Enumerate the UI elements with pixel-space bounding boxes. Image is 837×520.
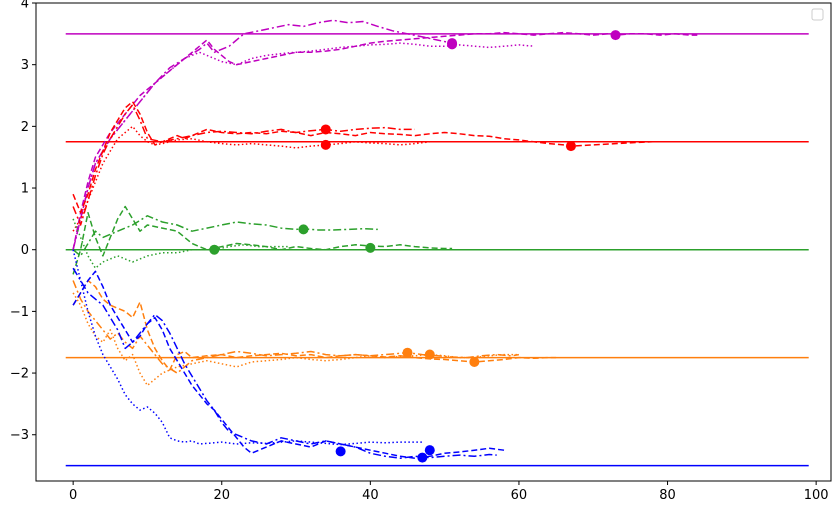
x-tick-label: 20 xyxy=(213,488,230,503)
y-tick-label: −1 xyxy=(10,305,29,320)
series-line-13 xyxy=(72,267,497,459)
series-line-1 xyxy=(72,31,698,250)
series-marker-2 xyxy=(447,39,458,50)
series-marker-12 xyxy=(424,445,435,456)
x-tick-label: 0 xyxy=(69,488,77,503)
series-marker-14 xyxy=(335,446,346,457)
series-marker-9 xyxy=(469,356,480,367)
series-marker-5 xyxy=(320,139,331,150)
y-tick-label: 3 xyxy=(21,58,29,73)
x-tick-label: 60 xyxy=(511,488,528,503)
series-marker-7 xyxy=(298,224,309,235)
series-line-4 xyxy=(72,104,415,226)
x-tick-label: 80 xyxy=(659,488,676,503)
series-line-0 xyxy=(72,19,453,250)
series-line-5 xyxy=(72,125,445,232)
series-marker-10 xyxy=(402,347,413,358)
series-marker-4 xyxy=(320,124,331,135)
y-tick-label: 0 xyxy=(21,243,29,258)
plot-frame xyxy=(35,2,832,482)
series-markers xyxy=(209,30,621,463)
series-line-12 xyxy=(72,270,505,459)
series-marker-1 xyxy=(610,30,621,41)
series-line-6 xyxy=(72,205,453,275)
x-axis-ticks: 0 20 40 60 80 100 xyxy=(69,481,829,503)
y-axis-ticks: −3 −2 −1 0 1 2 3 4 xyxy=(10,0,36,443)
series-line-8 xyxy=(72,218,289,269)
x-tick-label: 100 xyxy=(804,488,829,503)
plot-background xyxy=(36,3,831,481)
y-tick-label: 4 xyxy=(21,0,29,12)
y-tick-label: 1 xyxy=(21,182,29,197)
y-tick-label: 2 xyxy=(21,120,29,135)
y-tick-label: −2 xyxy=(10,367,29,382)
y-tick-label: −3 xyxy=(10,428,29,443)
series-line-7 xyxy=(72,215,378,257)
legend-box xyxy=(811,8,824,21)
series-marker-3 xyxy=(565,141,576,152)
series-marker-13 xyxy=(417,452,428,463)
series-line-14 xyxy=(72,249,423,446)
x-tick-label: 40 xyxy=(362,488,379,503)
reference-lines xyxy=(65,33,809,467)
series-marker-6 xyxy=(365,242,376,253)
series-marker-8 xyxy=(209,244,220,255)
series-marker-11 xyxy=(424,349,435,360)
